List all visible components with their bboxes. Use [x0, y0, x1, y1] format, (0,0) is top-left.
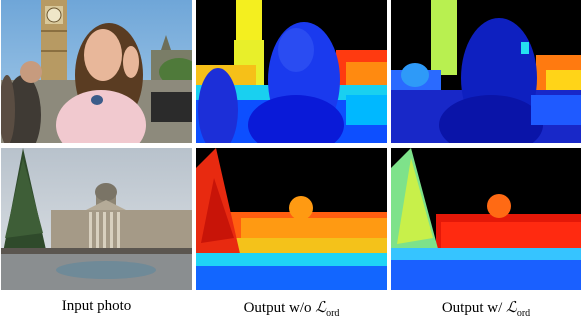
loss-subscript: ord: [326, 308, 340, 319]
loss-symbol-2: ℒ: [506, 298, 517, 316]
caption-with-text: Output w/: [441, 300, 506, 316]
caption-without-text: Output w/o: [243, 300, 316, 316]
loss-subscript-2: ord: [516, 308, 531, 319]
loss-symbol: ℒ: [315, 298, 327, 316]
depth-output-with-ordinal-loss-2: [391, 148, 581, 290]
input-photo-big-ben: [1, 0, 192, 143]
input-photo-trafalgar-square: [1, 148, 192, 290]
caption-output-with-loss: Output w/ ℒord: [391, 298, 581, 319]
depth-output-without-ordinal-loss-1: [196, 0, 387, 143]
caption-input-photo-text: Input photo: [61, 298, 132, 314]
depth-output-without-ordinal-loss-2: [196, 148, 387, 290]
caption-output-without-loss: Output w/o ℒord: [196, 298, 387, 319]
caption-input-photo: Input photo: [1, 298, 192, 315]
depth-output-with-ordinal-loss-1: [391, 0, 581, 143]
